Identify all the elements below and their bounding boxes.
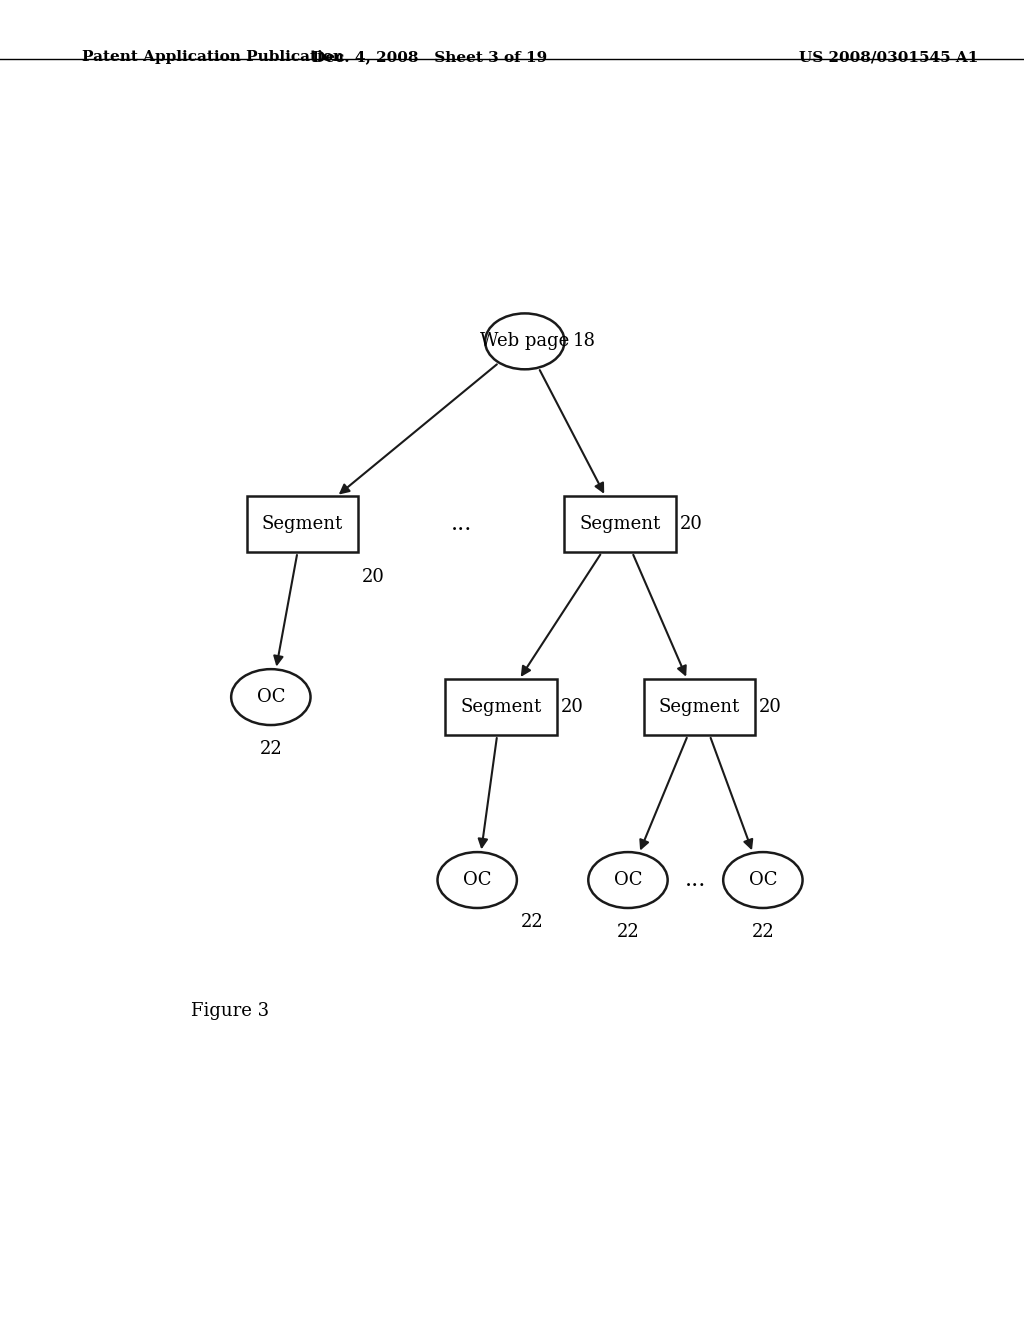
FancyBboxPatch shape (445, 680, 557, 735)
Text: US 2008/0301545 A1: US 2008/0301545 A1 (799, 50, 978, 65)
Text: Segment: Segment (580, 515, 660, 533)
Ellipse shape (437, 853, 517, 908)
Text: 22: 22 (521, 913, 544, 931)
Text: OC: OC (463, 871, 492, 890)
Text: Segment: Segment (658, 698, 740, 717)
Text: Figure 3: Figure 3 (191, 1002, 269, 1020)
Ellipse shape (485, 313, 564, 370)
Text: 20: 20 (680, 515, 702, 533)
Ellipse shape (588, 853, 668, 908)
Text: OC: OC (613, 871, 642, 890)
Text: 22: 22 (752, 923, 774, 941)
Text: ...: ... (451, 513, 472, 536)
FancyBboxPatch shape (247, 496, 358, 552)
Ellipse shape (231, 669, 310, 725)
Text: Segment: Segment (461, 698, 542, 717)
Text: Dec. 4, 2008   Sheet 3 of 19: Dec. 4, 2008 Sheet 3 of 19 (312, 50, 548, 65)
Text: 18: 18 (572, 333, 595, 350)
Text: OC: OC (257, 688, 285, 706)
Text: 22: 22 (616, 923, 639, 941)
Text: Patent Application Publication: Patent Application Publication (82, 50, 344, 65)
Text: Web page: Web page (480, 333, 569, 350)
FancyBboxPatch shape (644, 680, 755, 735)
Text: 22: 22 (259, 741, 283, 758)
Text: OC: OC (749, 871, 777, 890)
FancyBboxPatch shape (564, 496, 676, 552)
Text: 20: 20 (560, 698, 584, 717)
Text: ...: ... (685, 869, 707, 891)
Text: 20: 20 (759, 698, 781, 717)
Text: Segment: Segment (262, 515, 343, 533)
Ellipse shape (723, 853, 803, 908)
Text: 20: 20 (362, 568, 385, 586)
